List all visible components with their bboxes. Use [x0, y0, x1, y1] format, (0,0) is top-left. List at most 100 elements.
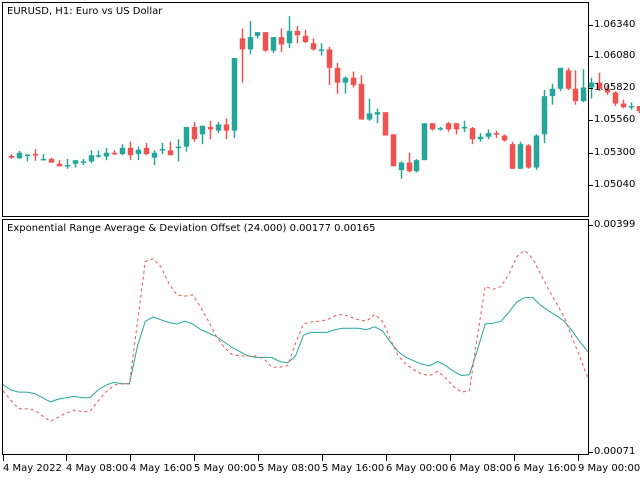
price-tick: [589, 185, 593, 186]
candle: [612, 91, 619, 106]
candle: [16, 150, 23, 159]
indicator-tick-label: 0.00071: [594, 446, 636, 457]
candle: [461, 120, 468, 132]
candle: [596, 72, 603, 92]
indicator-tick-label: 0.00399: [594, 219, 636, 230]
price-tick: [589, 88, 593, 89]
indicator-title: Exponential Range Average & Deviation Of…: [7, 223, 376, 234]
candle: [191, 122, 198, 142]
price-tick: [589, 56, 593, 57]
candle: [24, 154, 31, 162]
price-tick: [589, 153, 593, 154]
candle: [215, 122, 222, 134]
candle: [413, 158, 420, 173]
indicator-pane[interactable]: Exponential Range Average & Deviation Of…: [2, 219, 589, 455]
candle: [310, 38, 317, 51]
candle: [501, 134, 508, 142]
candle: [80, 158, 87, 166]
candle: [350, 71, 357, 88]
candle: [127, 141, 134, 161]
candle: [469, 126, 476, 145]
candle: [541, 90, 548, 143]
candle: [175, 139, 182, 162]
candle: [580, 69, 587, 103]
price-tick: [589, 25, 593, 26]
time-axis[interactable]: [0, 455, 640, 467]
candle: [358, 75, 365, 120]
time-tick-label: 5 May 00:00: [194, 463, 257, 474]
chart-title: EURUSD, H1: Euro vs US Dollar: [7, 6, 163, 17]
candle: [32, 149, 39, 161]
price-tick-label: 1.05300: [594, 147, 636, 158]
candle: [223, 118, 230, 140]
candle: [167, 141, 174, 156]
candle: [143, 142, 150, 156]
candle: [48, 157, 55, 163]
candle: [103, 147, 110, 161]
candle: [509, 141, 516, 169]
candlestick-chart[interactable]: [3, 3, 640, 218]
candle: [294, 26, 301, 44]
candle: [533, 134, 540, 170]
price-tick-label: 1.05040: [594, 179, 636, 190]
candle: [40, 154, 47, 161]
candle: [326, 46, 333, 86]
time-tick-label: 5 May 16:00: [322, 463, 385, 474]
candle: [628, 102, 635, 110]
candle: [88, 150, 95, 164]
price-tick-label: 1.06080: [594, 50, 636, 61]
candle: [366, 98, 373, 121]
candle: [406, 152, 413, 173]
candle: [525, 144, 532, 169]
candle: [262, 32, 269, 52]
time-tick-label: 6 May 16:00: [514, 463, 577, 474]
candle: [8, 154, 15, 159]
candle: [565, 67, 572, 90]
candle: [286, 16, 293, 49]
candle: [390, 134, 397, 167]
candle: [151, 150, 158, 166]
candle: [334, 62, 341, 94]
candle: [231, 58, 238, 138]
candle: [445, 122, 452, 132]
candle: [517, 141, 524, 169]
candle: [119, 144, 126, 156]
indicator-tick: [589, 225, 593, 226]
candle: [453, 123, 460, 135]
candle: [64, 158, 71, 169]
candle: [421, 123, 428, 161]
candle: [56, 160, 63, 167]
candle: [207, 120, 214, 140]
candle: [111, 150, 118, 156]
time-tick-label: 9 May 00:00: [578, 463, 640, 474]
indicator-chart[interactable]: [2, 220, 590, 456]
candle: [437, 126, 444, 131]
deviation-offset-line: [2, 249, 589, 422]
candle: [485, 129, 492, 140]
time-tick-label: 4 May 08:00: [66, 463, 129, 474]
candle: [278, 28, 285, 52]
price-tick: [589, 120, 593, 121]
candle: [604, 85, 611, 95]
candle: [557, 67, 564, 92]
candle: [72, 160, 79, 168]
price-tick-label: 1.05820: [594, 82, 636, 93]
candle: [254, 32, 261, 39]
range-average-line: [2, 297, 589, 403]
candle: [374, 108, 381, 124]
candle: [302, 29, 309, 44]
candle: [135, 146, 142, 161]
candle: [95, 150, 102, 158]
candle: [318, 43, 325, 56]
candle: [429, 123, 436, 131]
candle: [549, 83, 556, 105]
price-chart-pane[interactable]: EURUSD, H1: Euro vs US Dollar: [2, 2, 640, 218]
candle: [398, 161, 405, 179]
price-tick-label: 1.05560: [594, 114, 636, 125]
candle: [342, 76, 349, 94]
time-tick-label: 6 May 00:00: [386, 463, 449, 474]
time-tick-label: 5 May 08:00: [258, 463, 321, 474]
time-tick-label: 4 May 2022: [3, 463, 62, 474]
candle: [477, 133, 484, 142]
candle: [620, 99, 627, 109]
